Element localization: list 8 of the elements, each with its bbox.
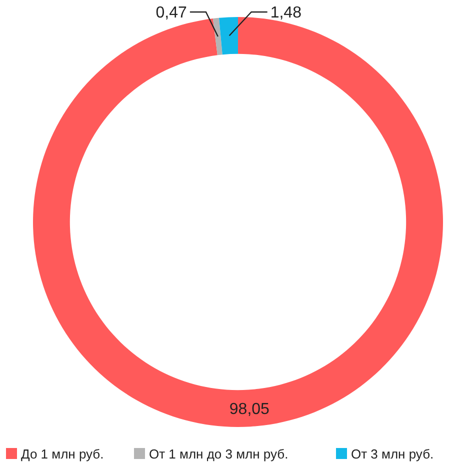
legend-label: До 1 млн руб. bbox=[21, 446, 104, 462]
legend-label: От 1 млн до 3 млн руб. bbox=[149, 446, 288, 462]
donut-slice bbox=[212, 18, 222, 56]
data-label: 0,47 bbox=[156, 4, 188, 22]
legend-label: От 3 млн руб. bbox=[351, 446, 434, 462]
donut-slice bbox=[218, 17, 238, 55]
data-label: 98,05 bbox=[229, 400, 270, 418]
data-label: 1,48 bbox=[270, 4, 302, 22]
